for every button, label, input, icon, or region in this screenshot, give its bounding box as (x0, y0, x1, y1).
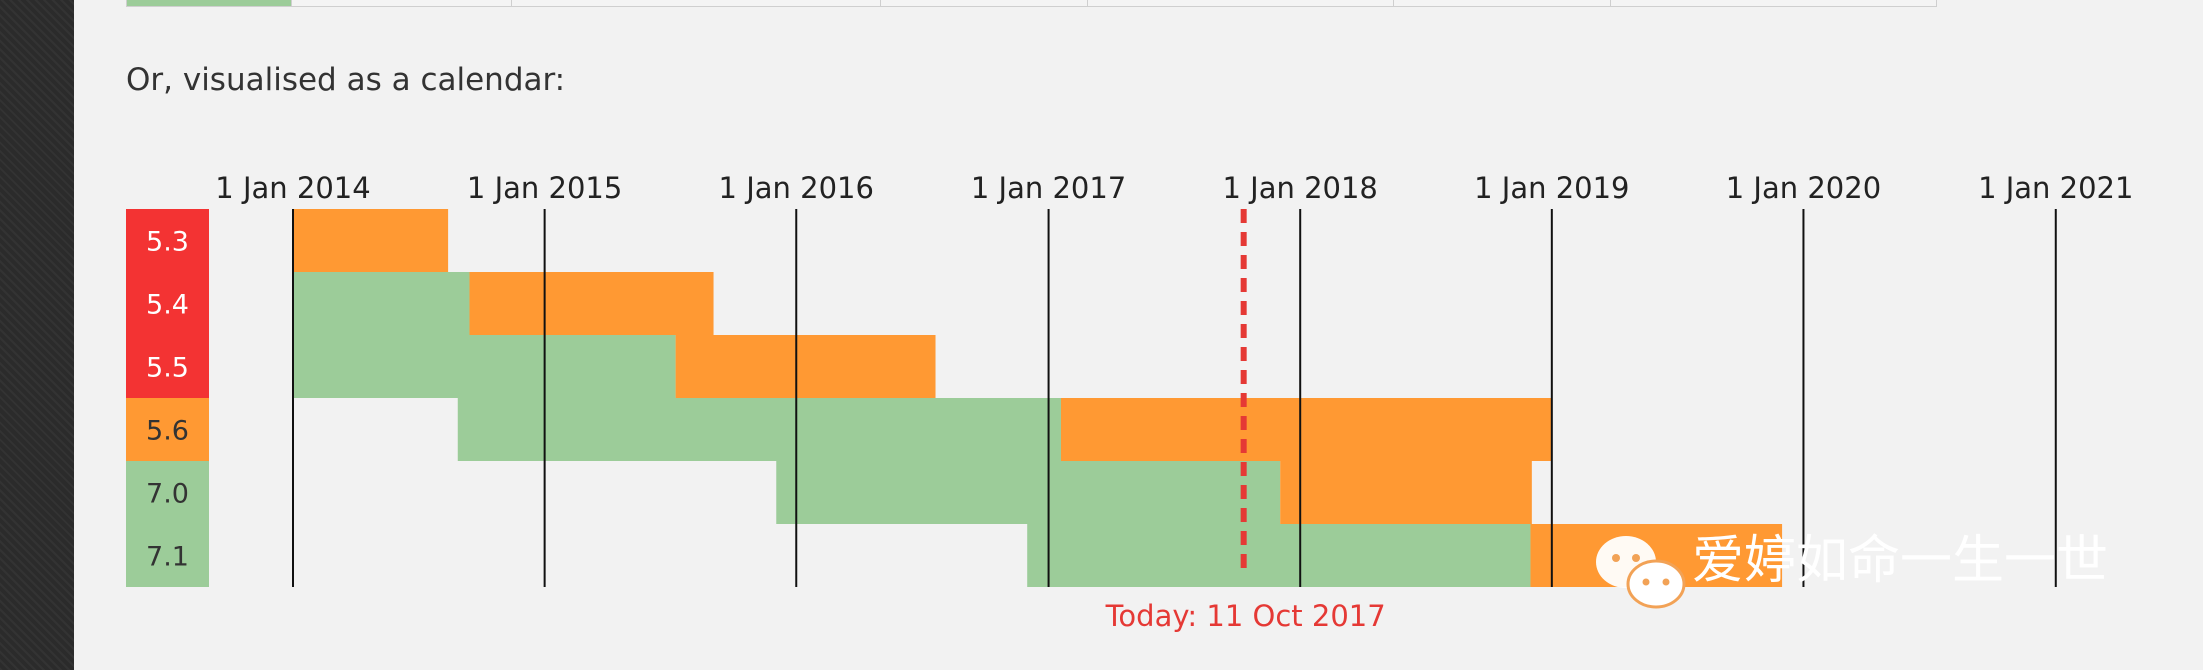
today-label: Today: 11 Oct 2017 (1105, 599, 1386, 633)
year-tick-label: 1 Jan 2014 (215, 171, 370, 205)
today-layer: Today: 11 Oct 2017 (1105, 209, 1386, 633)
gridlines-layer (292, 209, 2057, 587)
version-label: 5.5 (146, 353, 189, 384)
year-tick-label: 1 Jan 2019 (1474, 171, 1629, 205)
support-table-remnant (126, 0, 1937, 7)
active-support-bar (293, 335, 676, 398)
active-support-bar (776, 461, 1281, 524)
watermark: 爱婷如命一生一世 (1596, 531, 2108, 609)
year-tick-label: 1 Jan 2017 (971, 171, 1126, 205)
version-label-cell (126, 209, 209, 272)
page-side-bar (0, 0, 74, 670)
year-tick-label: 1 Jan 2020 (1726, 171, 1881, 205)
table-cell (127, 0, 292, 6)
version-label-cell (126, 461, 209, 524)
version-label: 5.6 (146, 416, 189, 447)
watermark-text: 爱婷如命一生一世 (1692, 531, 2108, 591)
table-cell (511, 0, 881, 6)
table-cell (880, 0, 1088, 6)
security-fixes-bar (293, 209, 449, 272)
version-label-cell (126, 398, 209, 461)
security-fixes-bar (469, 272, 714, 335)
year-tick-label: 1 Jan 2016 (719, 171, 874, 205)
table-cell (1393, 0, 1611, 6)
version-label-cell (126, 524, 209, 587)
version-label-cell (126, 272, 209, 335)
version-label: 7.0 (146, 479, 189, 510)
version-label: 7.1 (146, 542, 189, 573)
bars-layer (293, 209, 1783, 587)
year-tick-label: 1 Jan 2018 (1222, 171, 1377, 205)
version-label: 5.3 (146, 227, 189, 258)
calendar-intro-text: Or, visualised as a calendar: (126, 62, 566, 98)
table-cell (291, 0, 512, 6)
year-labels-layer: 1 Jan 2014 1 Jan 2015 1 Jan 2016 1 Jan 2017… (215, 171, 2133, 205)
version-label: 5.4 (146, 290, 189, 321)
version-layer: 5.3 5.4 5.5 5.6 7.0 7.1 (126, 209, 209, 587)
year-tick-label: 1 Jan 2015 (467, 171, 622, 205)
wechat-icon (1596, 536, 1686, 609)
active-support-bar (1027, 524, 1531, 587)
active-support-bar (293, 272, 470, 335)
security-fixes-bar (675, 335, 936, 398)
version-label-cell (126, 335, 209, 398)
table-cell (1087, 0, 1394, 6)
security-fixes-bar (1280, 461, 1532, 524)
active-support-bar (457, 398, 1061, 461)
year-tick-label: 1 Jan 2021 (1978, 171, 2133, 205)
security-fixes-bar (1060, 398, 1552, 461)
